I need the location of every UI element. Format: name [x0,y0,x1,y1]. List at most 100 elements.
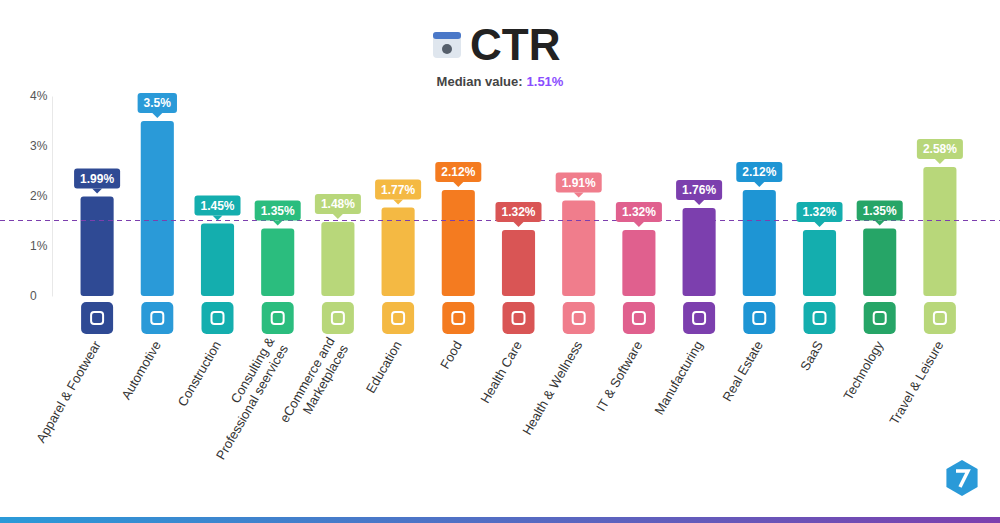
data-label: 2.12% [736,162,782,187]
data-label-text: 1.32% [501,205,535,219]
x-tick-label: Construction [175,338,224,409]
x-tick-label: Health & Wellness [519,338,585,438]
data-label-text: 2.58% [923,142,957,156]
x-tick: Technology [840,338,886,403]
data-label: 1.45% [194,196,240,221]
x-tick: SaaS [797,338,826,373]
x-tick: Health Care [477,338,525,406]
title-icon-bar [433,32,461,39]
category-icon-glyph [573,312,585,324]
subtitle: Median value:1.51% [437,74,564,89]
bar [683,208,716,296]
category-icon-box [503,302,535,334]
x-tick: Automotive [118,338,164,402]
category-icon [864,302,896,334]
data-label-box [435,162,481,182]
plot-area [0,121,1000,296]
y-tick-label: 3% [30,139,48,153]
data-label-box [556,173,602,193]
x-tick-label: SaaS [797,338,826,373]
data-label-pointer [935,159,945,164]
x-tick-label: eCommerce andMarketplaces [277,334,352,433]
bar [261,229,294,297]
category-icon-box [743,302,775,334]
category-icon-box [864,302,896,334]
category-icon-glyph [693,312,705,324]
bar [321,222,354,296]
x-tick: Apparel & Footwear [33,338,104,446]
category-icon-glyph [91,312,103,324]
x-tick: Real Estate [719,338,766,404]
category-icons [81,302,956,334]
category-icon-box [924,302,956,334]
x-tick-label: Education [363,338,405,396]
data-label-box [315,194,361,214]
x-tick-label: IT & Software [593,338,645,413]
category-icon-box [141,302,173,334]
category-icon-glyph [452,312,464,324]
chart: CTRMedian value:1.51%01%2%3%4%1.99%3.5%1… [0,0,1000,523]
bar [442,190,475,296]
data-label-box [495,202,541,222]
x-tick-label: Technology [840,338,886,403]
category-icon-box [563,302,595,334]
data-label: 1.77% [375,180,421,205]
data-label-box [796,202,842,222]
data-label-text: 1.35% [261,204,295,218]
category-icon-box [262,302,294,334]
category-icon [503,302,535,334]
data-label-pointer [694,200,704,205]
data-label-box [616,202,662,222]
bar [201,224,234,297]
y-tick: 1% [30,239,52,253]
y-tick: 2% [30,189,52,203]
x-tick-label: Travel & Leisure [886,338,946,427]
data-label: 3.5% [138,93,177,118]
data-label-text: 1.35% [863,204,897,218]
y-tick: 3% [30,139,52,153]
subtitle-text: Median value: [437,74,523,89]
data-label-pointer [333,214,343,219]
x-tick-label: Real Estate [719,338,766,404]
bar [562,201,595,297]
category-icon [442,302,474,334]
data-label-pointer [213,216,223,221]
category-icon [924,302,956,334]
x-tick-label: Consulting &Professional seervices [199,334,291,462]
category-icon-box [202,302,234,334]
data-label-pointer [514,222,524,227]
title-icon-dot [442,44,452,54]
data-label: 1.91% [556,173,602,198]
data-label-pointer [754,182,764,187]
data-label-box [74,169,120,189]
data-label-pointer [634,222,644,227]
x-tick: Consulting &Professional seervices [199,334,291,462]
x-tick: Manufacturing [651,338,705,417]
category-icon-box [683,302,715,334]
title-icon [433,32,461,58]
data-label-text: 1.32% [802,205,836,219]
data-label-box [676,180,722,200]
data-label-pointer [152,113,162,118]
data-label-text: 1.77% [381,183,415,197]
y-tick: 0 [30,289,52,303]
data-label-box [375,180,421,200]
category-icon [382,302,414,334]
data-label-box [138,93,177,113]
data-label-pointer [393,200,403,205]
bar [863,229,896,297]
data-label-text: 1.76% [682,183,716,197]
category-icon-glyph [332,312,344,324]
y-tick-label: 4% [30,89,48,103]
data-label: 1.48% [315,194,361,219]
category-icon-glyph [513,312,525,324]
data-label: 1.32% [796,202,842,227]
title: CTR [470,20,560,69]
data-label-text: 1.45% [200,199,234,213]
category-icon-box [442,302,474,334]
data-label-pointer [875,221,885,226]
data-label-pointer [92,189,102,194]
category-icon-glyph [814,312,826,324]
data-labels: 1.99% 3.5% 1.45% 1.35% 1.48% 1.77% 2.12% 1.32% 1… [74,93,963,227]
data-label: 1.99% [74,169,120,194]
